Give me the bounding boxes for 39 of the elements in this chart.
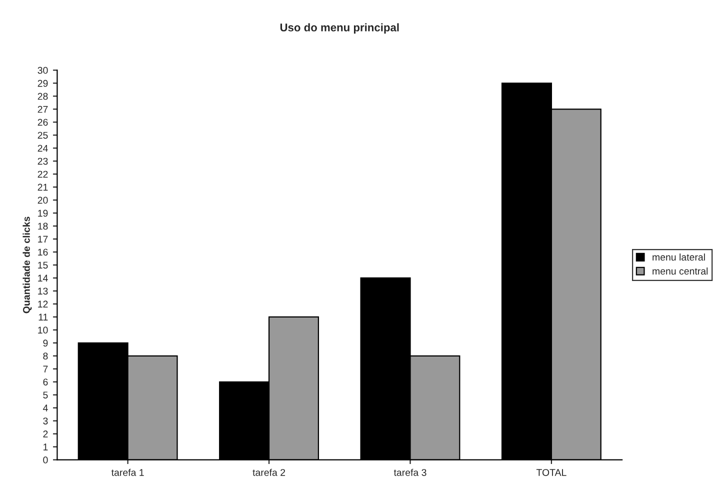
x-tick-label: tarefa 3 xyxy=(394,468,426,476)
y-tick-label: 0 xyxy=(43,456,48,464)
y-tick-label: 22 xyxy=(38,170,48,178)
y-tick-label: 28 xyxy=(38,92,48,100)
y-tick-label: 11 xyxy=(38,314,48,320)
y-tick-label: 23 xyxy=(38,158,48,165)
y-tick-label: 12 xyxy=(38,300,48,308)
x-tick-label: TOTAL xyxy=(536,469,566,476)
y-tick-label: 19 xyxy=(38,210,48,217)
y-tick-label: 7 xyxy=(43,366,48,372)
y-tick-label: 4 xyxy=(42,404,48,412)
y-tick-label: 2 xyxy=(43,430,48,438)
y-tick-label: 25 xyxy=(38,132,48,139)
y-tick-label: 17 xyxy=(38,236,48,243)
y-tick-label: 15 xyxy=(38,262,48,269)
y-tick-label: 26 xyxy=(38,118,48,126)
x-tick-label: tarefa 1 xyxy=(111,468,144,476)
y-tick-label: 20 xyxy=(38,196,48,204)
y-tick-label: 1 xyxy=(44,444,48,450)
y-tick-label: 16 xyxy=(38,248,48,256)
y-tick-label: 29 xyxy=(38,80,48,87)
x-tick-label: tarefa 2 xyxy=(252,468,286,476)
y-tick-label: 30 xyxy=(38,66,48,74)
chart-title: Uso do menu principal xyxy=(280,23,399,34)
y-tick-label: 24 xyxy=(38,144,48,152)
y-tick-label: 6 xyxy=(43,378,48,386)
y-tick-label: 9 xyxy=(43,340,48,347)
y-tick-label: 5 xyxy=(43,392,48,398)
y-tick-label: 8 xyxy=(43,352,48,360)
y-tick-label: 18 xyxy=(38,222,48,230)
y-tick-label: 27 xyxy=(38,106,48,113)
y-axis-title: Quantidade de clicks xyxy=(22,216,32,314)
y-tick-label: 13 xyxy=(38,288,48,295)
y-tick-label: 21 xyxy=(38,184,48,191)
y-tick-label: 10 xyxy=(38,326,48,334)
legend-label: menu lateral xyxy=(652,253,705,261)
y-tick-label: 14 xyxy=(38,274,48,282)
y-tick-label: 3 xyxy=(43,418,48,424)
legend-label: menu central xyxy=(652,267,708,275)
